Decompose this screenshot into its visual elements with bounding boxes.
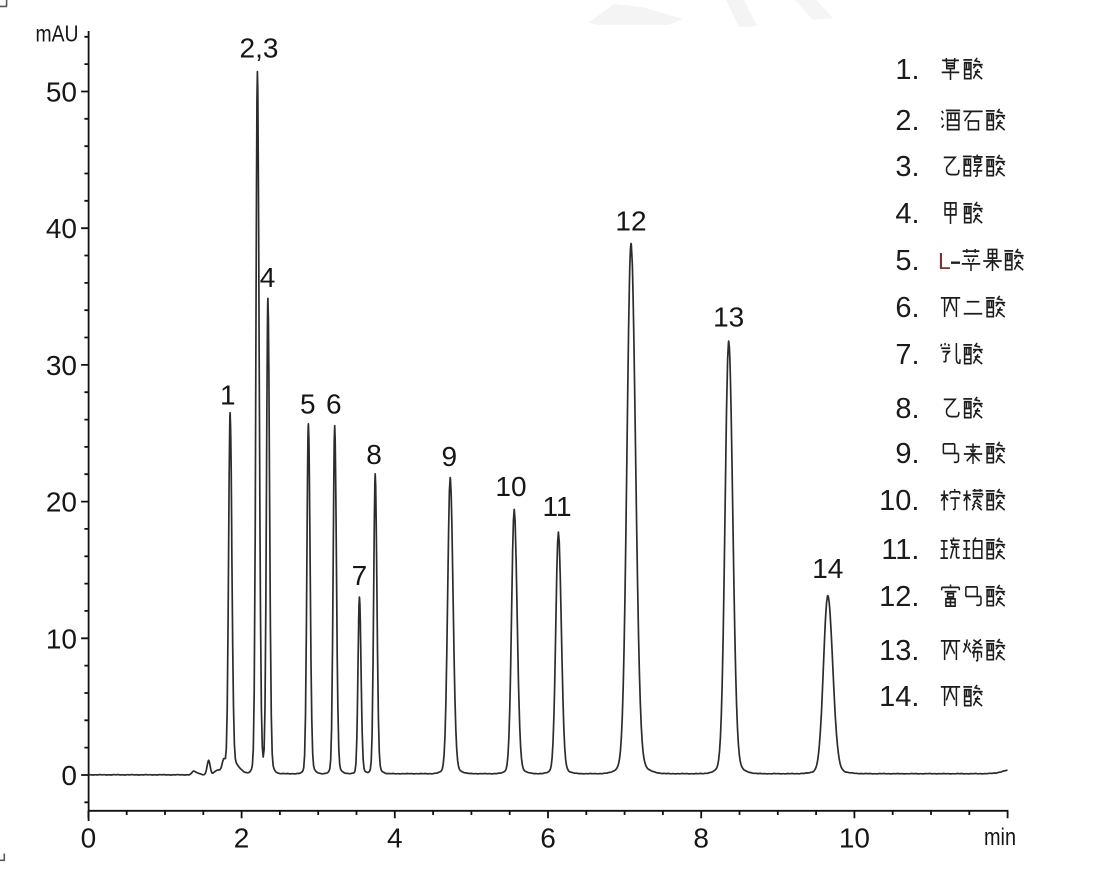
svg-text:7: 7 xyxy=(352,560,368,591)
svg-text:11: 11 xyxy=(542,491,571,522)
svg-text:1.: 1. xyxy=(895,54,919,86)
svg-text:8: 8 xyxy=(693,823,709,854)
svg-text:9.: 9. xyxy=(895,438,919,470)
svg-text:2: 2 xyxy=(234,823,250,854)
svg-text:4: 4 xyxy=(387,823,403,854)
svg-text:0: 0 xyxy=(81,823,97,854)
svg-text:12: 12 xyxy=(615,206,646,237)
svg-text:min: min xyxy=(984,824,1016,851)
svg-text:6: 6 xyxy=(540,823,556,854)
svg-text:14: 14 xyxy=(812,553,843,584)
svg-text:9: 9 xyxy=(442,441,458,472)
svg-text:2.: 2. xyxy=(895,105,919,137)
svg-text:10: 10 xyxy=(46,623,77,654)
svg-text:10: 10 xyxy=(495,471,526,502)
svg-text:8.: 8. xyxy=(895,393,919,425)
svg-text:20: 20 xyxy=(46,487,77,518)
svg-text:mAU: mAU xyxy=(36,21,79,47)
svg-text:11.: 11. xyxy=(881,534,919,566)
svg-text:40: 40 xyxy=(46,213,77,244)
svg-text:50: 50 xyxy=(46,77,77,108)
svg-text:14.: 14. xyxy=(879,681,919,713)
svg-text:10: 10 xyxy=(839,823,870,854)
svg-text:6.: 6. xyxy=(895,292,919,324)
svg-text:13: 13 xyxy=(713,302,744,333)
svg-text:L: L xyxy=(938,248,951,274)
svg-text:13.: 13. xyxy=(879,635,919,667)
svg-text:4: 4 xyxy=(260,262,276,293)
svg-text:0: 0 xyxy=(61,760,77,791)
svg-text:7.: 7. xyxy=(895,339,919,371)
svg-text:5.: 5. xyxy=(895,245,919,277)
svg-text:8: 8 xyxy=(366,439,382,470)
svg-text:3.: 3. xyxy=(895,151,919,183)
svg-text:30: 30 xyxy=(46,350,77,381)
svg-text:6: 6 xyxy=(326,389,342,420)
svg-text:12.: 12. xyxy=(879,581,919,613)
svg-text:1: 1 xyxy=(220,380,236,411)
svg-text:5: 5 xyxy=(300,389,316,420)
svg-text:10.: 10. xyxy=(879,485,919,517)
svg-text:4.: 4. xyxy=(895,198,919,230)
svg-text:2,3: 2,3 xyxy=(240,33,279,64)
